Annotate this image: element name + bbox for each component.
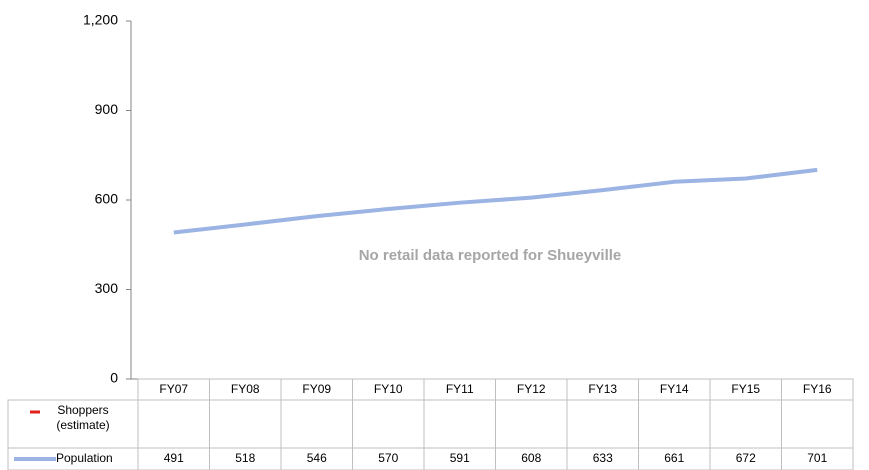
legend-label: Population — [56, 451, 113, 465]
table-value: 672 — [736, 451, 756, 465]
table-cell — [638, 399, 711, 449]
x-tick-label: FY11 — [446, 382, 474, 396]
table-cell — [495, 399, 568, 449]
table-cell — [781, 447, 854, 470]
table-value: 491 — [164, 451, 184, 465]
table-value: 591 — [450, 451, 470, 465]
table-cell — [423, 399, 496, 449]
x-tick-label: FY10 — [374, 382, 403, 396]
line — [173, 167, 818, 235]
table-value: 701 — [807, 451, 827, 465]
y-tick-label: 300 — [95, 280, 119, 296]
x-tick-label: FY09 — [302, 382, 331, 396]
legend-label: Shoppers (estimate) — [56, 403, 110, 432]
table-value: 608 — [521, 451, 541, 465]
table-cell — [566, 399, 639, 449]
table-value: 546 — [307, 451, 327, 465]
table-cell — [280, 399, 353, 449]
table-value: 518 — [235, 451, 255, 465]
table-cell — [137, 399, 210, 449]
x-tick-label: FY12 — [517, 382, 546, 396]
table-value: 661 — [664, 451, 684, 465]
table-cell — [352, 399, 425, 449]
y-tick-label: 1,200 — [83, 12, 118, 28]
x-tick-label: FY13 — [588, 382, 617, 396]
x-tick-label: FY16 — [803, 382, 832, 396]
y-tick-label: 0 — [110, 370, 118, 386]
x-tick-label: FY07 — [159, 382, 188, 396]
y-tick-label: 900 — [95, 101, 119, 117]
table-cell — [709, 399, 782, 449]
legend-label-box: Shoppers (estimate) — [56, 403, 110, 432]
table-cell — [781, 399, 854, 449]
x-tick-label: FY08 — [231, 382, 260, 396]
y-tick-label: 600 — [95, 191, 119, 207]
x-tick-label: FY14 — [660, 382, 689, 396]
x-tick-label: FY15 — [731, 382, 760, 396]
table-value: 570 — [378, 451, 398, 465]
annotation: No retail data reported for Shueyville — [359, 247, 622, 264]
table-value: 633 — [593, 451, 613, 465]
table-cell — [209, 399, 282, 449]
